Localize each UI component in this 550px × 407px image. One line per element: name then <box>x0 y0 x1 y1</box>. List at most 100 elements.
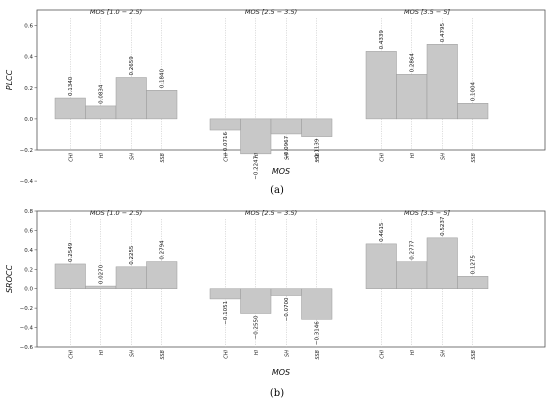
x-tick-label: SH <box>129 153 135 160</box>
panel-caption: (b) <box>270 388 284 399</box>
x-tick-label: HI <box>410 349 416 355</box>
x-tick-label: HI <box>99 349 105 355</box>
bar <box>365 243 397 289</box>
x-tick-label: HI <box>99 152 105 158</box>
bar <box>301 118 333 137</box>
data-label: 0.2794 <box>160 240 166 260</box>
bar <box>85 105 117 120</box>
plot-frame <box>36 210 546 348</box>
group-title: MOS [2.5 − 3.5) <box>245 209 297 217</box>
x-tick-label: CHI <box>379 349 385 358</box>
y-tick-label: 0.2 <box>24 86 33 92</box>
x-tick-label: HI <box>254 152 260 158</box>
y-axis-label: SROCC <box>5 265 14 294</box>
bar <box>146 261 178 289</box>
x-tick-label: SSB <box>315 349 321 359</box>
x-tick-label: CHI <box>68 152 74 161</box>
x-tick-label: CHI <box>68 349 74 358</box>
x-tick-label: SSB <box>160 349 166 359</box>
y-tick-label: 0.4 <box>24 55 33 61</box>
x-tick-label: CHI <box>223 152 229 161</box>
data-label: −0.3146 <box>315 321 321 345</box>
data-label: 0.4615 <box>379 222 385 242</box>
y-tick-label: 0.6 <box>24 228 33 234</box>
bar <box>85 285 117 289</box>
x-tick-label: SSB <box>315 152 321 162</box>
x-axis-label: MOS <box>272 167 290 176</box>
x-tick-label: SH <box>440 350 446 357</box>
bar <box>54 97 86 120</box>
data-label: 0.2864 <box>410 53 416 73</box>
data-label: 0.2659 <box>129 56 135 76</box>
x-tick-label: SSB <box>160 152 166 162</box>
data-label: 0.0270 <box>99 264 105 284</box>
group-title: MOS [1.0 − 2.5) <box>90 8 142 16</box>
y-axis-label: PLCC <box>5 69 14 90</box>
data-label: 0.2549 <box>68 242 74 262</box>
group-title: MOS [3.5 − 5] <box>404 209 451 217</box>
group-title: MOS [3.5 − 5] <box>404 8 451 16</box>
data-label: 0.0834 <box>99 84 105 104</box>
x-tick-label: SSB <box>471 152 477 162</box>
data-label: −0.0716 <box>223 132 229 156</box>
bar <box>54 263 86 289</box>
x-tick-label: SH <box>440 153 446 160</box>
data-label: −0.1051 <box>223 301 229 325</box>
bar <box>457 276 489 289</box>
bar <box>396 74 428 120</box>
plot-frame <box>36 9 546 151</box>
y-tick-label: 0.2 <box>24 267 33 273</box>
y-tick-label: 0.0 <box>24 117 33 123</box>
bar <box>270 288 302 296</box>
data-label: 0.4339 <box>379 30 385 50</box>
bar <box>115 77 147 120</box>
data-label: 0.5237 <box>440 216 446 236</box>
x-tick-label: SH <box>284 350 290 357</box>
data-label: 0.1340 <box>68 76 74 96</box>
data-label: −0.2550 <box>254 315 260 339</box>
bar <box>146 90 178 120</box>
group-title: MOS [1.0 − 2.5) <box>90 209 142 217</box>
bar <box>426 44 458 120</box>
y-tick-label: −0.2 <box>20 148 33 154</box>
data-label: 0.2255 <box>129 245 135 265</box>
data-label: 0.1004 <box>471 82 477 102</box>
y-tick-label: 0.4 <box>24 248 33 254</box>
x-tick-label: CHI <box>223 349 229 358</box>
bar <box>209 118 241 131</box>
bar <box>240 288 272 314</box>
bar <box>426 237 458 289</box>
bar <box>301 288 333 320</box>
data-label: −0.0700 <box>284 297 290 321</box>
x-tick-label: SSB <box>471 349 477 359</box>
data-label: 0.1275 <box>471 255 477 275</box>
bar <box>457 103 489 120</box>
x-tick-label: CHI <box>379 152 385 161</box>
data-label: 0.4795 <box>440 23 446 43</box>
x-tick-label: HI <box>410 152 416 158</box>
bar <box>396 261 428 289</box>
data-label: 0.2777 <box>410 240 416 260</box>
x-tick-label: HI <box>254 349 260 355</box>
bar <box>115 266 147 289</box>
bar <box>270 118 302 135</box>
y-tick-label: −0.4 <box>20 326 34 332</box>
panel-caption: (a) <box>270 185 284 196</box>
bar <box>209 288 241 300</box>
y-tick-label: −0.6 <box>20 345 34 351</box>
y-tick-label: 0.6 <box>24 24 33 30</box>
bar <box>365 51 397 120</box>
y-tick-label: −0.2 <box>20 306 33 312</box>
data-label: −0.0967 <box>284 135 290 159</box>
x-tick-label: SH <box>284 153 290 160</box>
x-axis-label: MOS <box>272 368 290 377</box>
y-tick-label: 0.8 <box>24 209 33 215</box>
x-tick-label: SH <box>129 350 135 357</box>
y-tick-label: 0.0 <box>24 287 33 293</box>
data-label: −0.1139 <box>315 138 321 162</box>
data-label: −0.2247 <box>254 155 260 179</box>
group-title: MOS [2.5 − 3.5) <box>245 8 297 16</box>
bar <box>240 118 272 155</box>
y-tick-label: −0.4 <box>20 179 34 185</box>
